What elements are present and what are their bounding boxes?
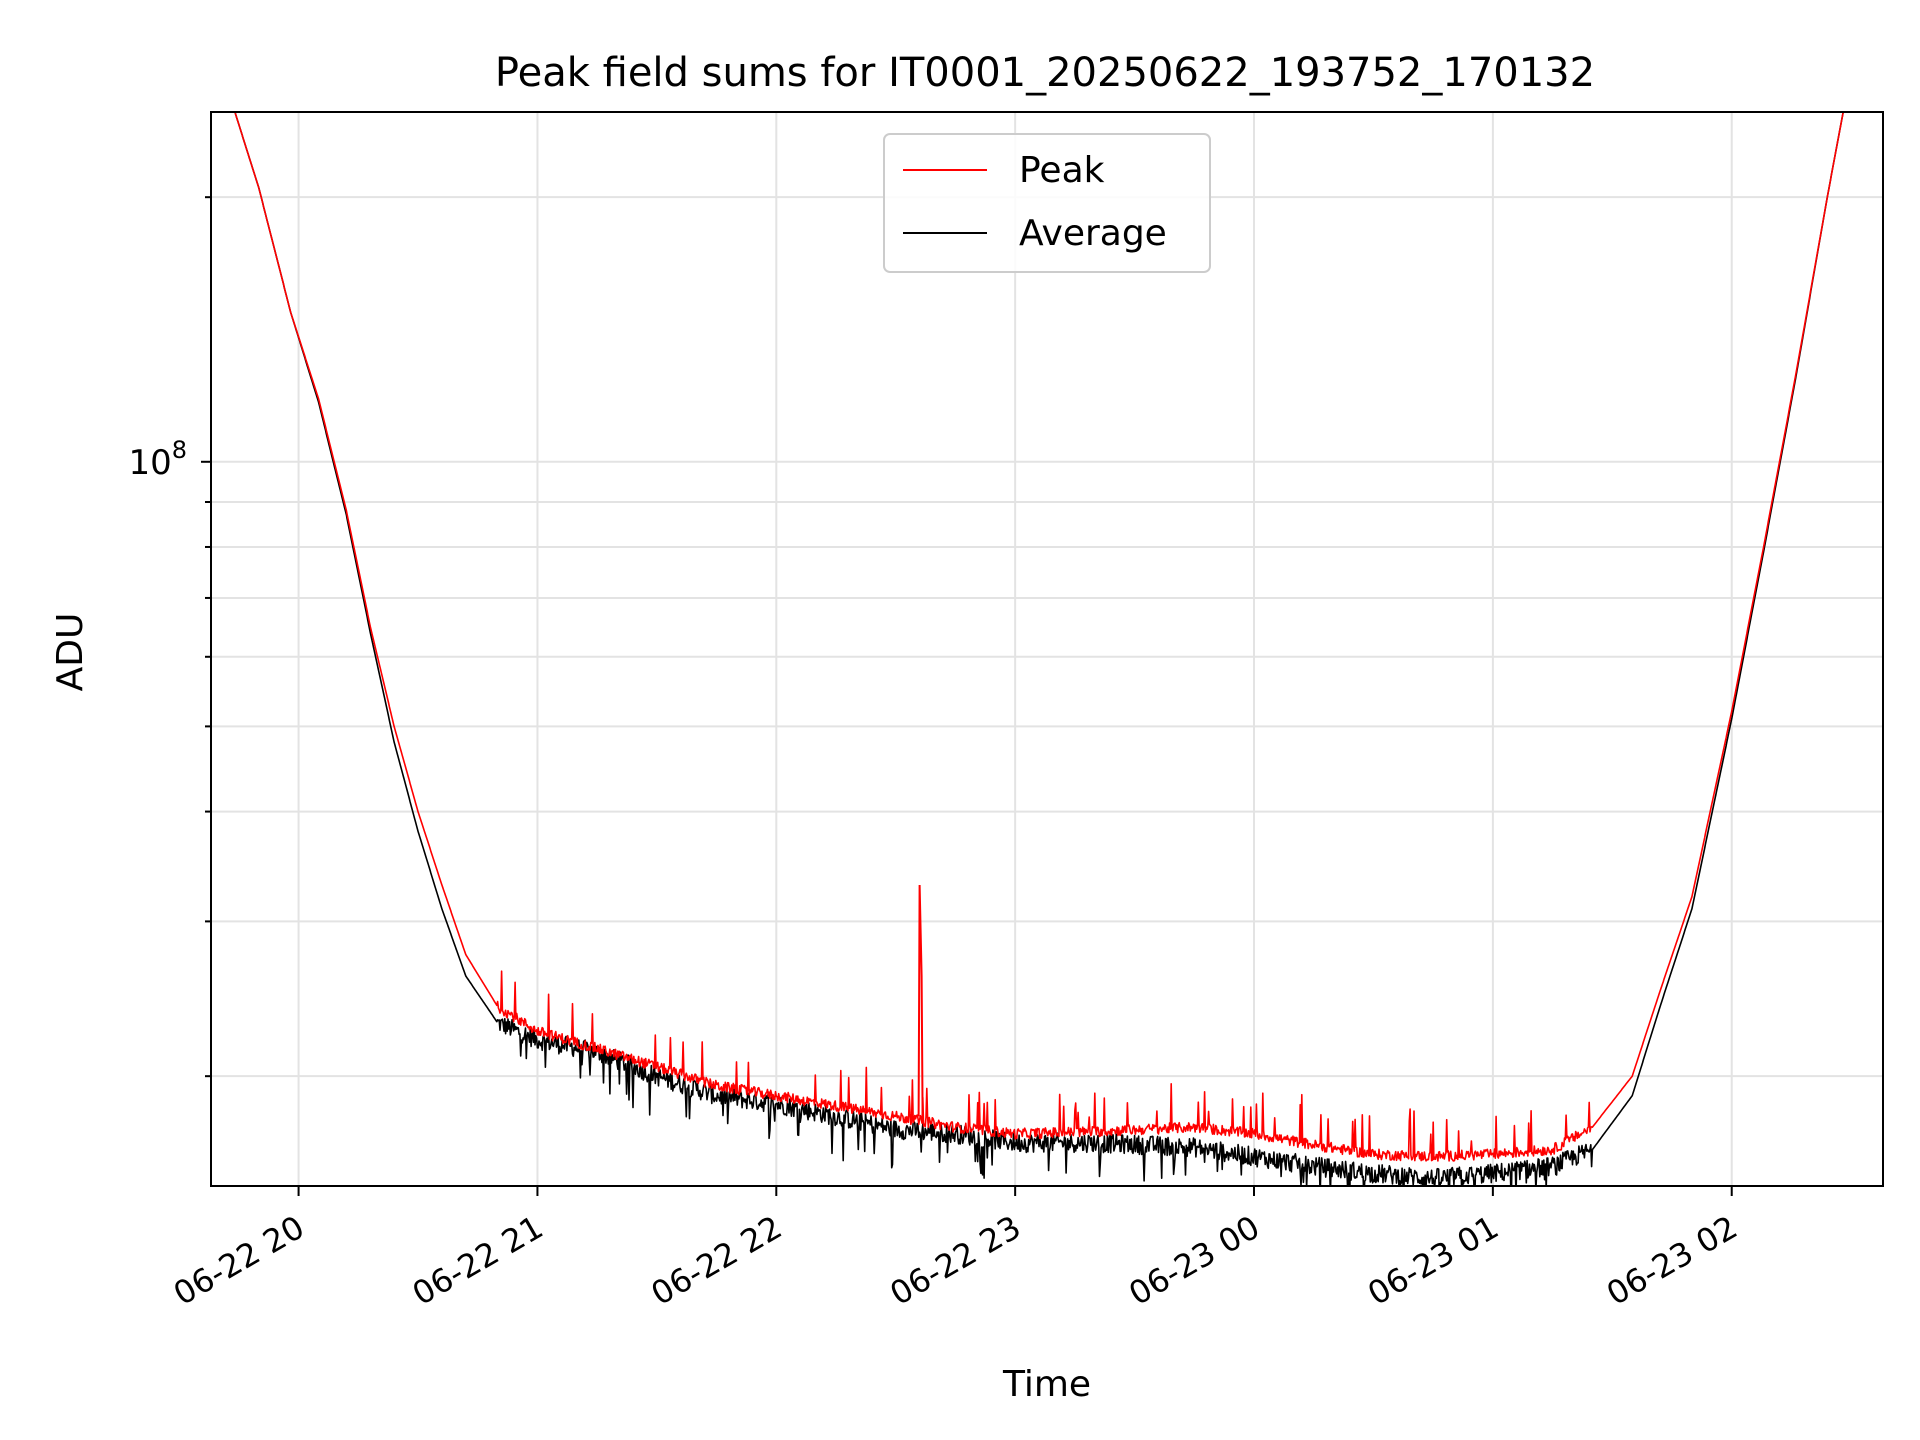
grid — [211, 112, 1883, 1186]
legend-label-peak: Peak — [1019, 150, 1105, 191]
chart-title: Peak field sums for IT0001_20250622_1937… — [495, 50, 1595, 96]
legend: Peak Average — [883, 133, 1211, 273]
series-line-average — [234, 112, 1844, 1186]
series-layer — [234, 112, 1844, 1186]
legend-box — [883, 133, 1211, 273]
x-axis-label: Time — [1002, 1364, 1091, 1405]
y-tick-label: 108 — [128, 436, 187, 483]
y-axis-label: ADU — [50, 613, 91, 692]
series-line-peak — [234, 112, 1844, 1162]
legend-label-average: Average — [1019, 213, 1167, 254]
peak-spike — [917, 884, 924, 1117]
plot-frame — [210, 111, 1884, 1187]
